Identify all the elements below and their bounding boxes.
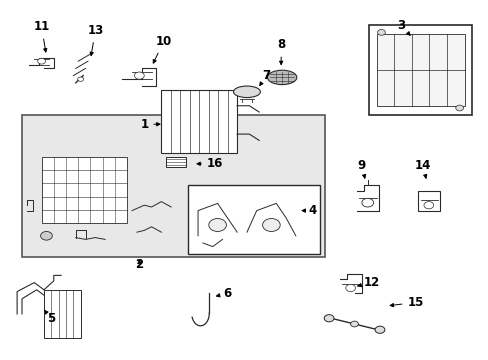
- Circle shape: [423, 202, 433, 209]
- Text: 8: 8: [277, 39, 285, 64]
- Circle shape: [361, 198, 373, 207]
- Text: 13: 13: [87, 24, 103, 55]
- Bar: [41, 157, 127, 223]
- Ellipse shape: [233, 86, 260, 98]
- Bar: [161, 90, 237, 153]
- Bar: [188, 185, 320, 254]
- Bar: [44, 290, 81, 338]
- Circle shape: [350, 321, 358, 327]
- Bar: [376, 34, 464, 106]
- Circle shape: [374, 326, 384, 333]
- Ellipse shape: [267, 70, 296, 85]
- Text: 11: 11: [33, 21, 50, 52]
- Text: 16: 16: [197, 157, 223, 170]
- Text: 9: 9: [357, 159, 365, 178]
- Text: 7: 7: [259, 69, 270, 86]
- Bar: [22, 115, 325, 257]
- Text: 3: 3: [396, 19, 409, 35]
- Bar: [166, 157, 185, 167]
- Circle shape: [134, 72, 144, 79]
- Text: 2: 2: [135, 258, 143, 271]
- Text: 4: 4: [302, 204, 316, 217]
- Text: 1: 1: [140, 118, 160, 131]
- Circle shape: [78, 77, 83, 81]
- Circle shape: [455, 105, 463, 111]
- Circle shape: [345, 284, 355, 292]
- Text: 6: 6: [216, 287, 231, 300]
- Circle shape: [38, 58, 45, 64]
- Circle shape: [262, 219, 280, 231]
- Text: 10: 10: [153, 35, 172, 63]
- Bar: [368, 25, 471, 115]
- Text: 15: 15: [389, 296, 423, 309]
- Circle shape: [208, 219, 226, 231]
- Circle shape: [41, 231, 52, 240]
- Bar: [417, 191, 439, 211]
- Text: 5: 5: [44, 310, 55, 325]
- Circle shape: [377, 30, 385, 35]
- Text: 14: 14: [414, 159, 430, 178]
- Text: 12: 12: [357, 276, 379, 289]
- Circle shape: [324, 315, 333, 322]
